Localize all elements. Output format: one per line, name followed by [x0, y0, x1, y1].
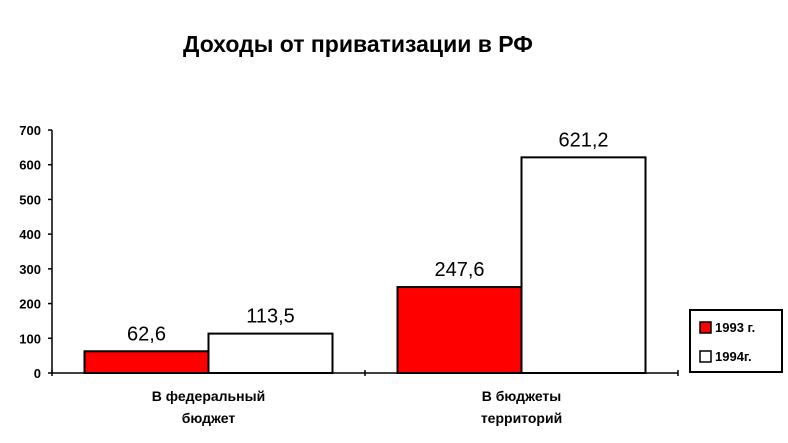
data-labels: 62,6 113,5 247,6 621,2: [127, 129, 609, 345]
x-category-label: территорий: [481, 410, 562, 426]
legend-label: 1994г.: [715, 349, 752, 364]
bar: [83, 350, 210, 375]
y-tick-label: 200: [19, 297, 41, 312]
data-label: 113,5: [246, 306, 295, 328]
bar: [207, 332, 334, 374]
data-label: 247,6: [434, 259, 484, 281]
x-category-label: бюджет: [182, 410, 236, 426]
y-tick-label: 700: [19, 123, 41, 138]
legend-swatch: [699, 321, 712, 334]
y-tick-label: 500: [19, 192, 41, 207]
data-label: 621,2: [558, 129, 608, 151]
bar: [520, 156, 647, 374]
y-tick-label: 600: [19, 158, 41, 173]
legend-swatch: [699, 350, 712, 363]
x-category-label: В федеральный: [152, 388, 265, 404]
legend-label: 1993 г.: [715, 320, 755, 335]
x-category-label: В бюджеты: [482, 388, 561, 404]
y-tick-label: 100: [19, 331, 41, 346]
bars: [83, 156, 647, 375]
legend: 1993 г. 1994г.: [689, 309, 783, 373]
chart-title: Доходы от приватизации в РФ: [183, 31, 533, 57]
y-tick-label: 0: [34, 366, 41, 381]
y-tick-label: 400: [19, 227, 41, 242]
bar: [396, 286, 523, 374]
y-tick-label: 300: [19, 262, 41, 277]
data-label: 62,6: [127, 323, 166, 345]
